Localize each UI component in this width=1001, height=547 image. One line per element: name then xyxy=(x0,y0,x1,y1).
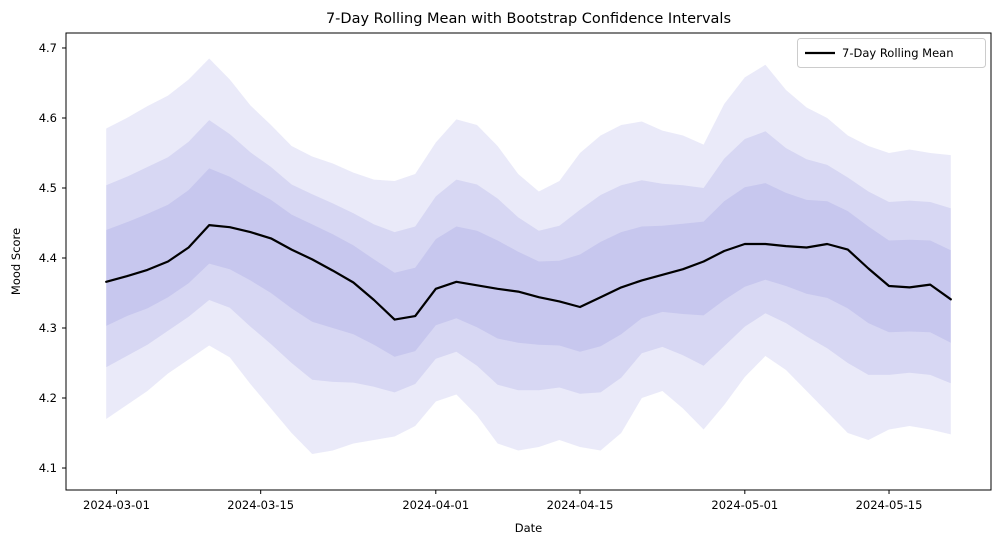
y-axis-ticks: 4.1 4.2 4.3 4.4 4.5 4.6 4.7 xyxy=(39,41,66,475)
chart-title: 7-Day Rolling Mean with Bootstrap Confid… xyxy=(326,11,731,27)
confidence-band-1 xyxy=(106,120,951,394)
y-tick-label: 4.1 xyxy=(39,461,57,475)
y-tick-label: 4.6 xyxy=(39,111,57,125)
confidence-bands xyxy=(106,58,951,454)
x-tick-label: 2024-03-01 xyxy=(83,498,150,512)
y-tick-label: 4.7 xyxy=(39,41,57,55)
legend-box xyxy=(797,38,986,68)
x-tick-label: 2024-05-01 xyxy=(711,498,778,512)
x-axis-ticks: 2024-03-01 2024-03-15 2024-04-01 2024-04-15… xyxy=(83,490,922,512)
x-tick-label: 2024-04-01 xyxy=(402,498,469,512)
x-tick-label: 2024-05-15 xyxy=(856,498,923,512)
y-tick-label: 4.4 xyxy=(39,251,57,265)
legend-label: 7-Day Rolling Mean xyxy=(842,46,954,60)
y-axis-label: Mood Score xyxy=(9,228,23,295)
legend: 7-Day Rolling Mean xyxy=(797,38,986,68)
mean-line-path xyxy=(105,224,952,321)
y-tick-label: 4.5 xyxy=(39,181,57,195)
axes-spines xyxy=(65,32,992,491)
x-axis-label: Date xyxy=(515,521,543,535)
y-tick-label: 4.2 xyxy=(39,391,57,405)
y-tick-label: 4.3 xyxy=(39,321,57,335)
x-tick-label: 2024-04-15 xyxy=(547,498,614,512)
x-tick-label: 2024-03-15 xyxy=(227,498,294,512)
rolling-mean-line xyxy=(105,224,952,321)
confidence-band-0 xyxy=(106,58,951,454)
confidence-band-2 xyxy=(106,168,951,357)
